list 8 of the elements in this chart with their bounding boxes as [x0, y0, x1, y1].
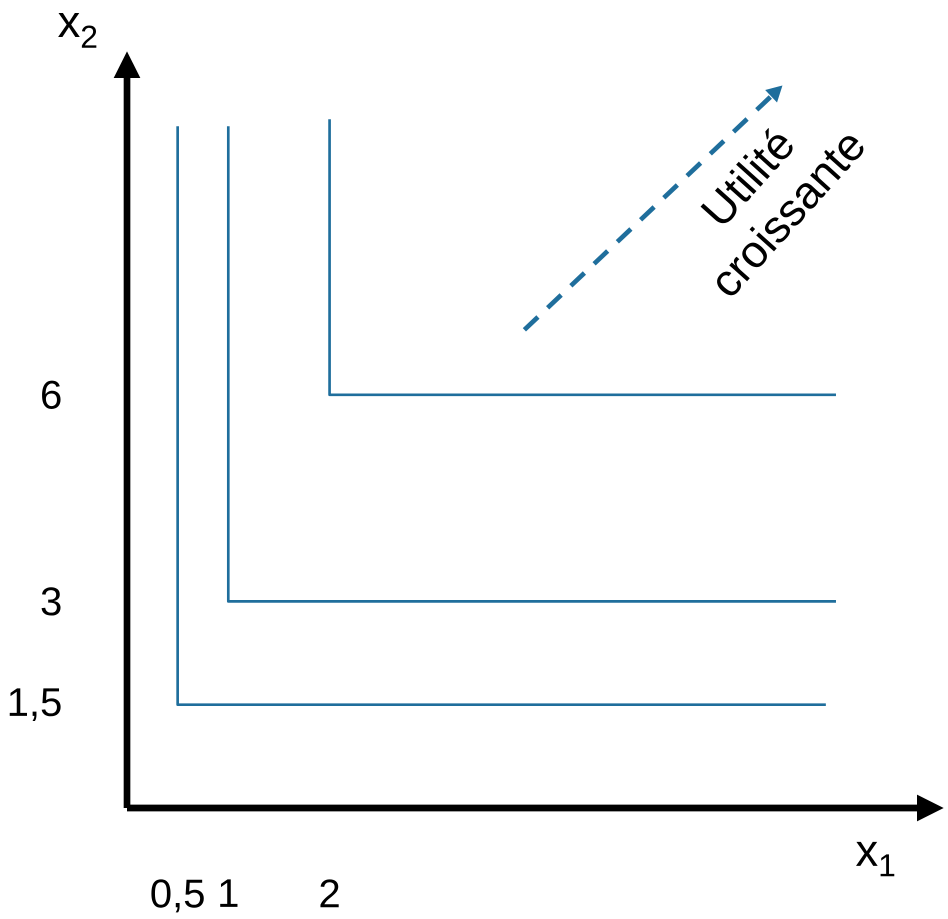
x-tick-label: 0,5 [151, 879, 204, 912]
y-tick-label: 3 [42, 587, 61, 616]
x-tick-label: 2 [320, 879, 339, 908]
x-tick-label: 1 [220, 879, 238, 907]
y-tick-label: 1,5 [10, 688, 61, 722]
y-tick-label: 6 [42, 380, 61, 409]
x-axis-title: x$_{1}$ [856, 842, 894, 876]
y-axis-title: x$_{2}$ [58, 13, 96, 48]
